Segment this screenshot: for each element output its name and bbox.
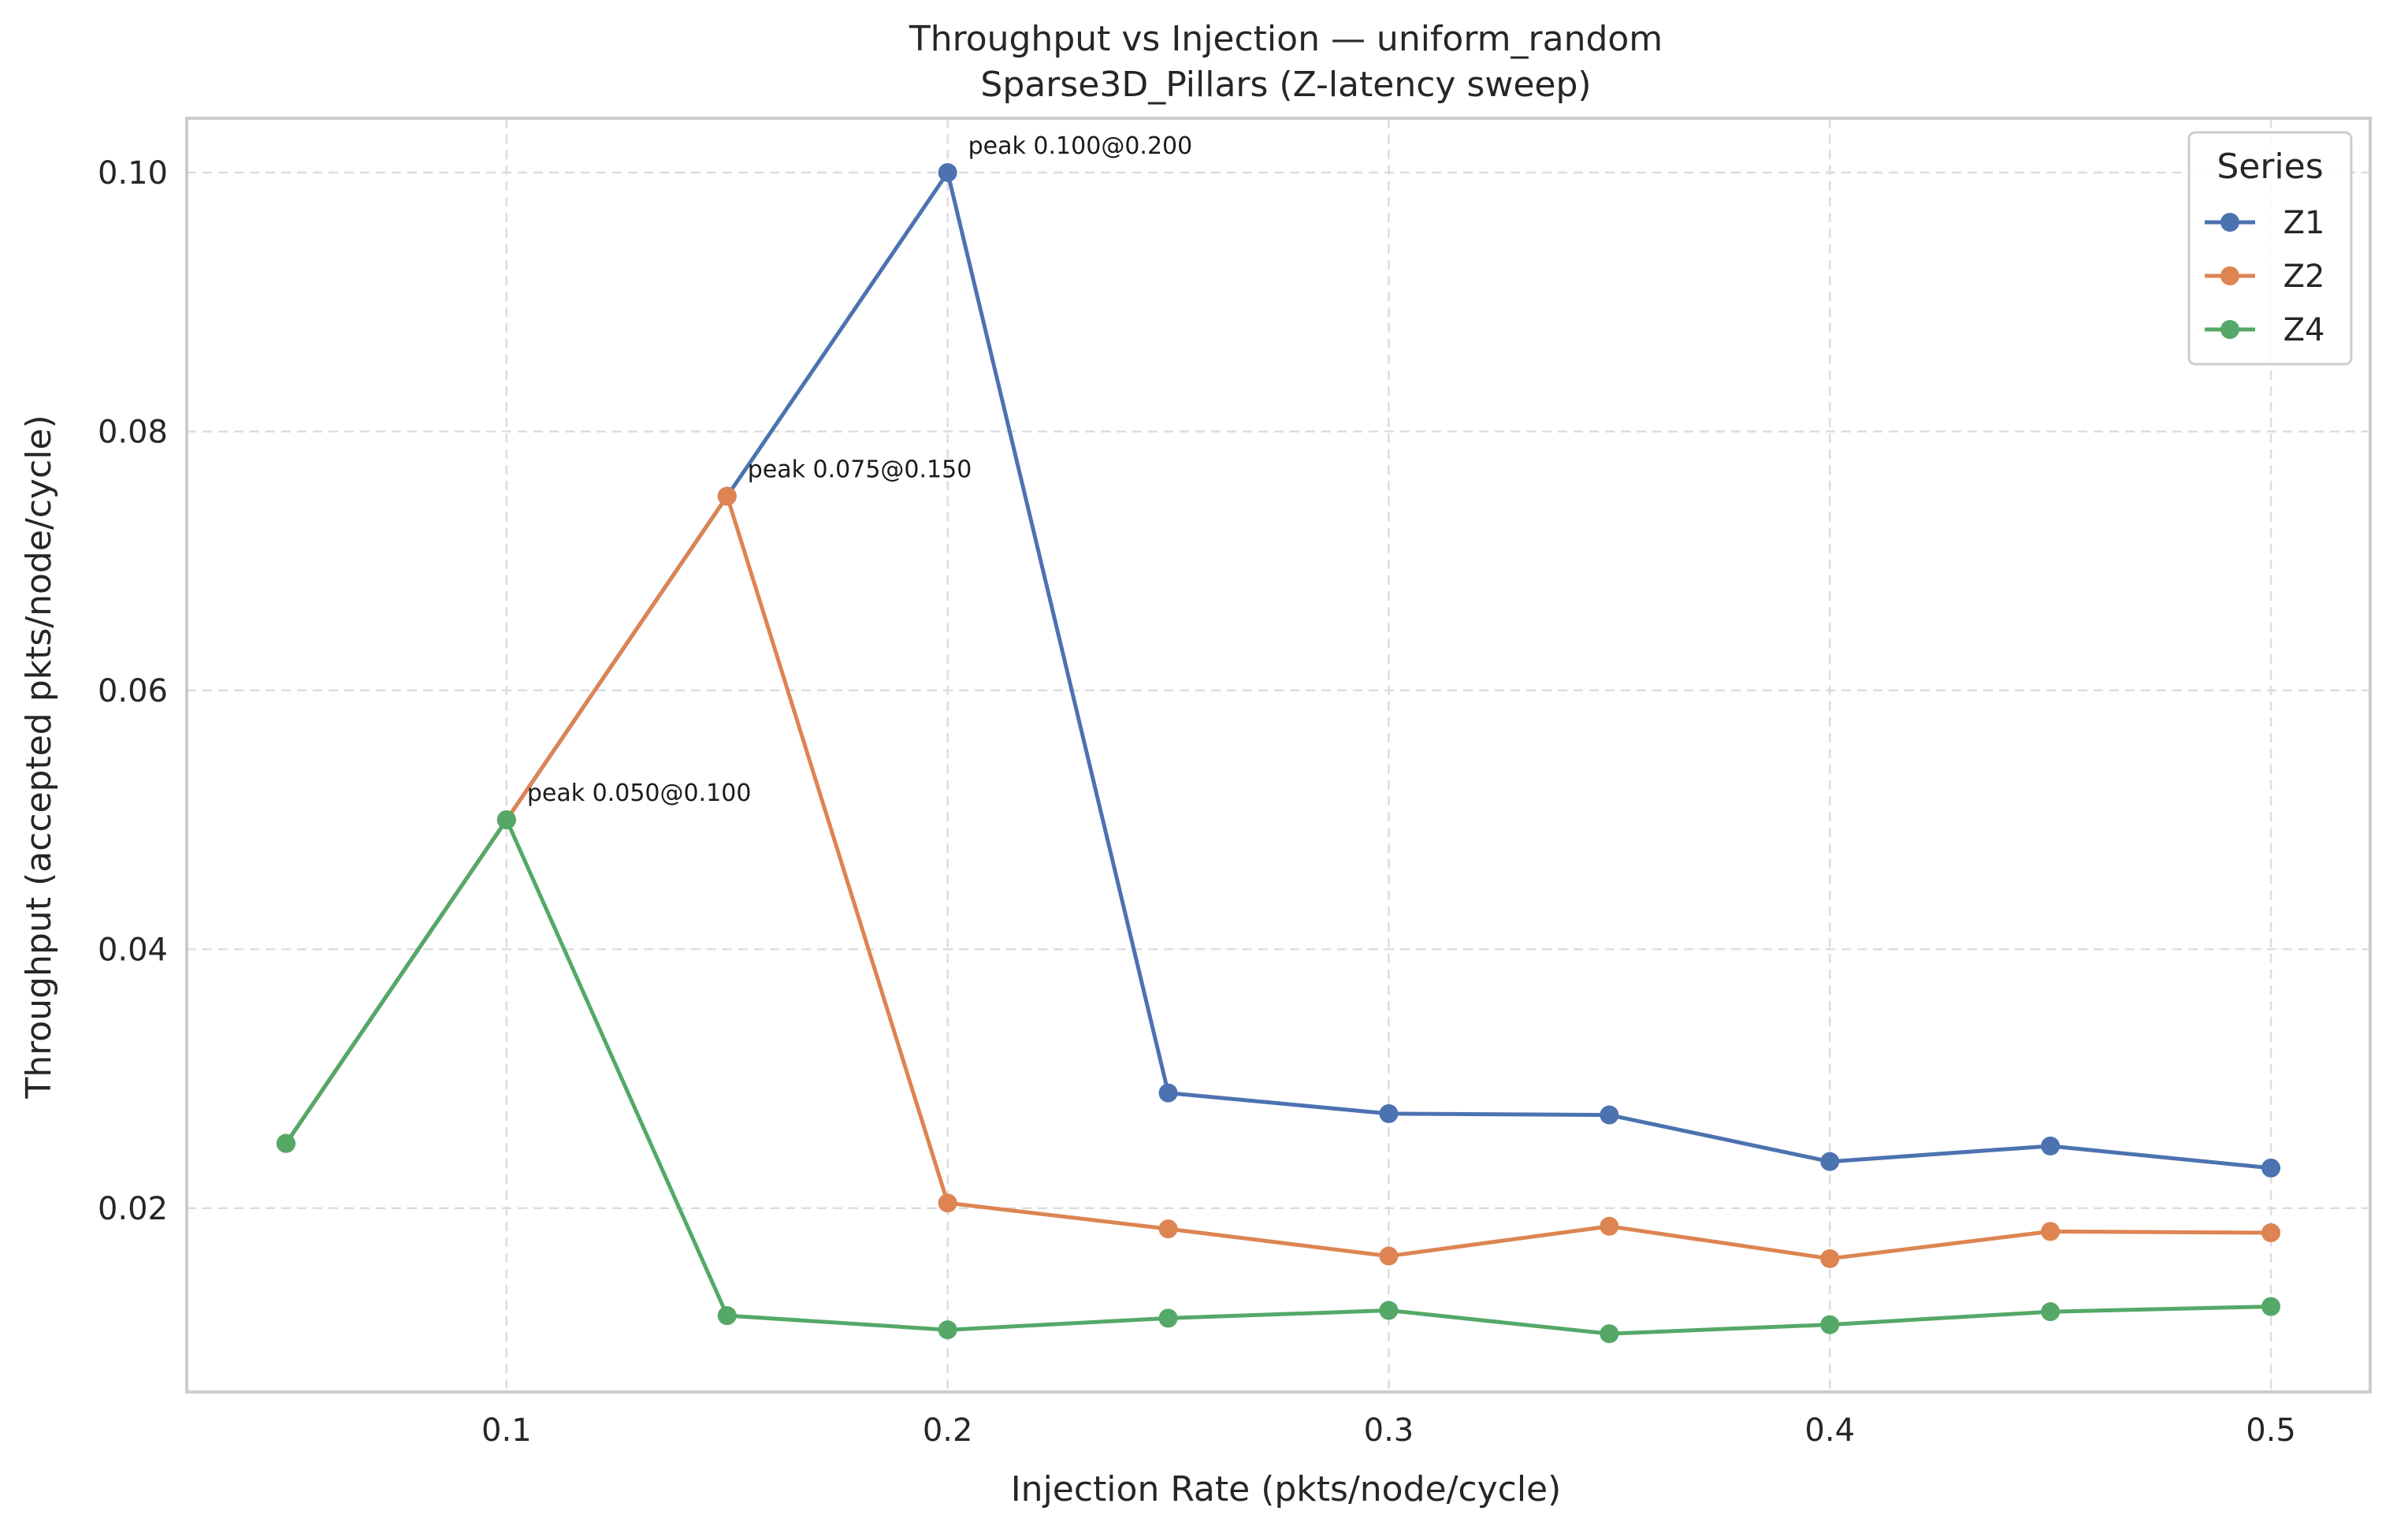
legend-item-z4: Z4	[2205, 312, 2324, 348]
legend-label: Z1	[2284, 205, 2325, 241]
data-point	[938, 1193, 957, 1213]
y-tick-label: 0.06	[98, 673, 168, 709]
y-tick-label: 0.10	[98, 155, 168, 192]
x-tick-label: 0.3	[1364, 1412, 1414, 1449]
legend-swatch-marker	[2220, 213, 2239, 232]
chart-subtitle: Sparse3D_Pillars (Z-latency sweep)	[980, 65, 1591, 105]
data-point	[1158, 1083, 1178, 1103]
data-point	[717, 486, 737, 506]
peak-annotation: peak 0.075@0.150	[748, 456, 972, 484]
y-tick-label: 0.02	[98, 1191, 168, 1227]
data-point	[2041, 1302, 2061, 1322]
data-point	[1379, 1301, 1399, 1320]
x-tick-label: 0.5	[2246, 1412, 2296, 1449]
data-point	[2261, 1223, 2281, 1242]
data-point	[1820, 1315, 1840, 1334]
data-point	[938, 162, 957, 182]
legend-swatch-marker	[2220, 320, 2239, 339]
x-tick-label: 0.4	[1804, 1412, 1855, 1449]
legend-item-z1: Z1	[2205, 205, 2324, 241]
legend-title: Series	[2217, 147, 2323, 187]
data-point	[1600, 1324, 1619, 1344]
y-tick-label: 0.08	[98, 414, 168, 450]
data-point	[1820, 1152, 1840, 1171]
data-point	[938, 1320, 957, 1340]
peak-annotation: peak 0.050@0.100	[527, 780, 752, 807]
data-point	[1600, 1216, 1619, 1236]
data-point	[1820, 1249, 1840, 1268]
legend-swatch-marker	[2220, 266, 2239, 285]
legend-item-z2: Z2	[2205, 259, 2324, 295]
x-tick-label: 0.2	[923, 1412, 973, 1449]
data-point	[2041, 1136, 2061, 1156]
data-point	[1600, 1105, 1619, 1125]
legend-label: Z4	[2284, 312, 2325, 348]
x-tick-label: 0.1	[481, 1412, 532, 1449]
plot-frame	[185, 117, 2372, 1394]
data-point	[1379, 1246, 1399, 1266]
series-line-z2	[284, 494, 2272, 1261]
data-point	[276, 1133, 295, 1153]
legend-label: Z2	[2284, 259, 2325, 295]
peak-annotation: peak 0.100@0.200	[968, 132, 1193, 160]
x-axis-label: Injection Rate (pkts/node/cycle)	[1011, 1469, 1562, 1509]
data-point	[1158, 1219, 1178, 1239]
data-point	[1379, 1103, 1399, 1123]
data-point	[1158, 1308, 1178, 1328]
data-point	[2041, 1222, 2061, 1241]
y-axis-label: Throughput (accepted pkts/node/cycle)	[19, 415, 59, 1099]
legend: Series Z1 Z2 Z4	[2187, 131, 2353, 366]
series-z4	[276, 810, 2281, 1344]
data-point	[717, 1306, 737, 1326]
series-line-z4	[284, 817, 2272, 1336]
y-tick-label: 0.04	[98, 932, 168, 968]
data-point	[2261, 1297, 2281, 1316]
data-point	[496, 810, 516, 830]
chart-title: Throughput vs Injection — uniform_random	[909, 19, 1663, 59]
data-point	[2261, 1158, 2281, 1178]
legend-box	[2187, 131, 2353, 366]
